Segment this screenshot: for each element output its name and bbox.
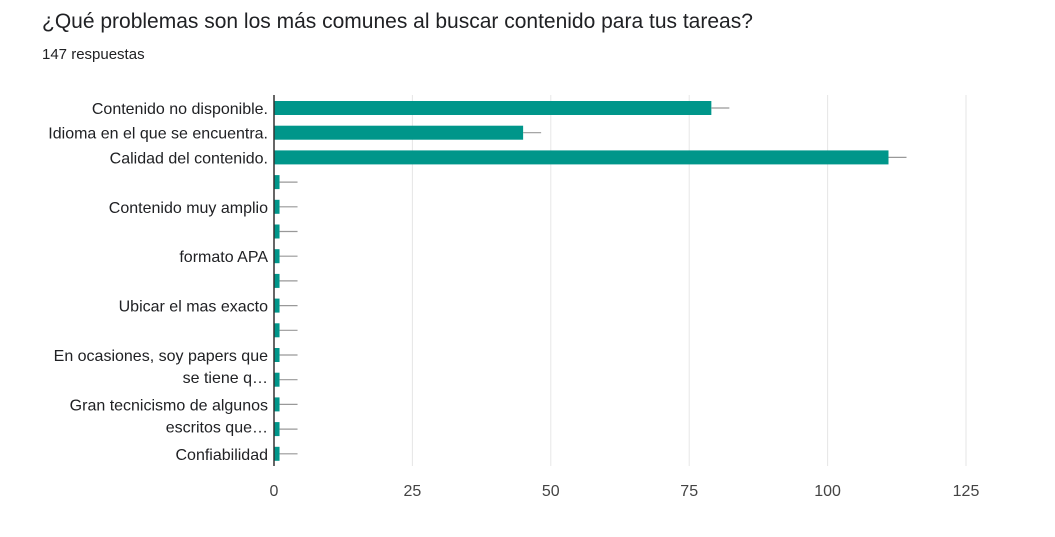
bar xyxy=(274,249,280,264)
category-label: Contenido muy amplio xyxy=(109,200,268,217)
bar xyxy=(274,199,280,214)
bar xyxy=(274,397,280,412)
bar xyxy=(274,348,280,362)
bar xyxy=(274,224,280,239)
bar xyxy=(274,298,280,313)
response-count: 147 respuestas xyxy=(42,46,145,63)
x-tick-label: 125 xyxy=(953,483,980,500)
category-label: Calidad del contenido. xyxy=(110,150,268,167)
x-tick-label: 50 xyxy=(542,483,560,500)
category-label: se tiene q… xyxy=(183,370,268,387)
category-label: escritos que… xyxy=(166,419,268,436)
bar xyxy=(274,323,280,338)
category-label: formato APA xyxy=(179,249,268,266)
category-label: Gran tecnicismo de algunos xyxy=(70,397,268,414)
bar xyxy=(274,125,524,140)
x-tick-label: 0 xyxy=(270,483,279,500)
bar xyxy=(274,422,280,437)
x-tick-label: 75 xyxy=(680,483,698,500)
category-label: Confiabilidad xyxy=(175,447,268,464)
category-label: Ubicar el mas exacto xyxy=(119,299,268,316)
question-title: ¿Qué problemas son los más comunes al bu… xyxy=(42,10,753,33)
bar xyxy=(274,150,889,165)
category-label: Idioma en el que se encuentra. xyxy=(48,126,268,143)
bar xyxy=(274,372,280,387)
category-label: Contenido no disponible. xyxy=(92,101,268,118)
category-label: En ocasiones, soy papers que xyxy=(54,348,268,365)
bar xyxy=(274,175,280,190)
bar xyxy=(274,273,280,288)
x-tick-label: 25 xyxy=(404,483,422,500)
bar xyxy=(274,446,280,461)
bar xyxy=(274,101,712,115)
x-tick-label: 100 xyxy=(814,483,841,500)
